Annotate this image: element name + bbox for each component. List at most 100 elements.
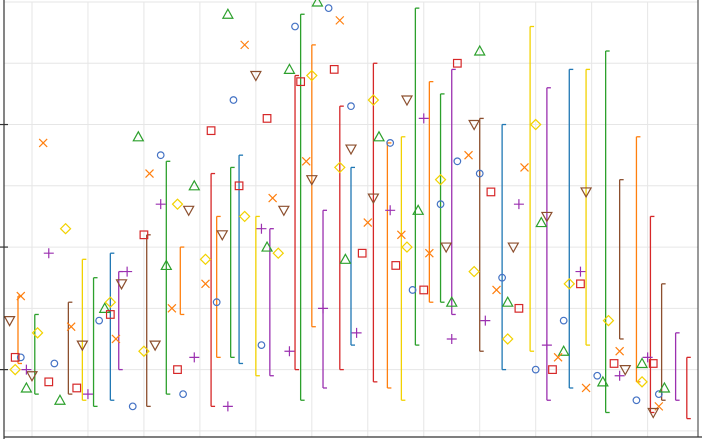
data-point-triangle: [501, 295, 514, 307]
range-line: [428, 80, 434, 303]
series-square-markers: [10, 58, 658, 393]
data-point-x: [111, 334, 121, 344]
range-line: [216, 215, 221, 359]
data-point-plus: [541, 340, 552, 351]
data-point-square: [262, 114, 272, 123]
data-point-x: [424, 248, 434, 258]
data-point-triangle: [658, 381, 671, 393]
data-point-x: [145, 169, 154, 178]
data-point-plus: [21, 364, 32, 375]
data-point-triangle: [445, 295, 458, 307]
data-point-circle: [95, 316, 104, 325]
range-line: [230, 166, 235, 359]
data-point-triangle: [160, 259, 173, 271]
range-line: [34, 313, 39, 395]
data-point-diamond: [59, 222, 72, 235]
range-line: [67, 301, 73, 395]
data-point-circle: [128, 402, 137, 411]
data-point-diamond: [138, 345, 150, 358]
data-point-triangle: [98, 302, 111, 313]
data-point-x: [581, 383, 591, 393]
data-point-triangle: [473, 44, 486, 56]
data-point-x: [301, 156, 311, 166]
data-point-x: [492, 285, 501, 295]
data-point-square: [139, 230, 149, 240]
data-point-triangle-down: [149, 340, 162, 352]
range-lines: [17, 7, 691, 420]
data-point-triangle: [20, 381, 33, 393]
data-point-square: [548, 365, 557, 375]
data-point-plus: [642, 352, 653, 363]
data-point-square: [173, 365, 182, 375]
range-line: [294, 74, 300, 371]
data-point-diamond: [305, 69, 318, 82]
data-point-triangle: [311, 0, 324, 7]
data-point-triangle: [261, 240, 274, 252]
data-point-square: [609, 359, 619, 368]
data-point-x: [38, 138, 48, 148]
series-triangle-markers: [20, 0, 671, 405]
data-point-triangle-down: [305, 175, 318, 186]
data-point-triangle-down: [580, 187, 593, 199]
data-point-diamond: [501, 333, 514, 345]
data-point-plus: [43, 248, 54, 259]
range-line: [269, 228, 274, 377]
data-point-plus: [480, 315, 491, 326]
data-point-triangle: [412, 204, 425, 215]
range-line: [479, 117, 484, 352]
data-point-circle: [50, 359, 59, 368]
range-line: [92, 277, 98, 408]
data-point-circle: [436, 200, 445, 209]
data-point-triangle: [283, 63, 296, 74]
series-triangle-down-markers: [3, 70, 660, 419]
data-point-circle: [531, 365, 540, 374]
data-point-square: [206, 126, 216, 136]
data-point-circle: [156, 151, 165, 160]
data-point-square: [419, 285, 429, 295]
series-plus-markers: [21, 113, 653, 412]
data-point-plus: [82, 389, 93, 400]
range-line: [568, 68, 574, 389]
data-point-diamond: [333, 161, 346, 174]
data-point-circle: [179, 390, 187, 399]
data-point-triangle-down: [540, 211, 553, 223]
range-line: [322, 209, 328, 389]
data-point-diamond: [401, 241, 413, 253]
data-point-triangle: [636, 357, 649, 369]
data-point-triangle-down: [249, 70, 262, 82]
range-line: [451, 68, 456, 316]
range-line: [618, 179, 624, 340]
data-point-circle: [408, 286, 417, 294]
range-line: [674, 332, 680, 401]
data-point-circle: [347, 102, 355, 111]
data-point-triangle: [221, 8, 234, 19]
series-diamond-markers: [9, 69, 648, 388]
range-line: [339, 105, 344, 371]
data-point-x: [66, 322, 76, 332]
data-point-x: [268, 193, 278, 203]
series-x-markers: [16, 15, 664, 411]
data-point-triangle-down: [440, 242, 453, 254]
data-point-circle: [324, 4, 333, 13]
data-point-diamond: [367, 94, 380, 106]
data-point-x: [335, 15, 345, 25]
data-point-circle: [498, 273, 507, 282]
data-point-triangle: [188, 179, 201, 191]
data-point-triangle: [339, 253, 352, 264]
data-point-triangle-down: [367, 193, 380, 205]
range-line: [165, 160, 171, 395]
data-point-triangle-down: [25, 371, 39, 382]
range-line: [386, 142, 392, 389]
data-point-square: [72, 383, 82, 393]
range-line: [81, 258, 87, 401]
data-point-x: [363, 218, 373, 227]
data-point-triangle: [372, 130, 386, 142]
range-line: [179, 246, 185, 316]
data-point-circle: [559, 316, 568, 325]
data-point-x: [16, 291, 26, 301]
data-point-plus: [318, 303, 329, 314]
data-point-circle: [291, 22, 299, 31]
data-point-x: [553, 352, 563, 362]
